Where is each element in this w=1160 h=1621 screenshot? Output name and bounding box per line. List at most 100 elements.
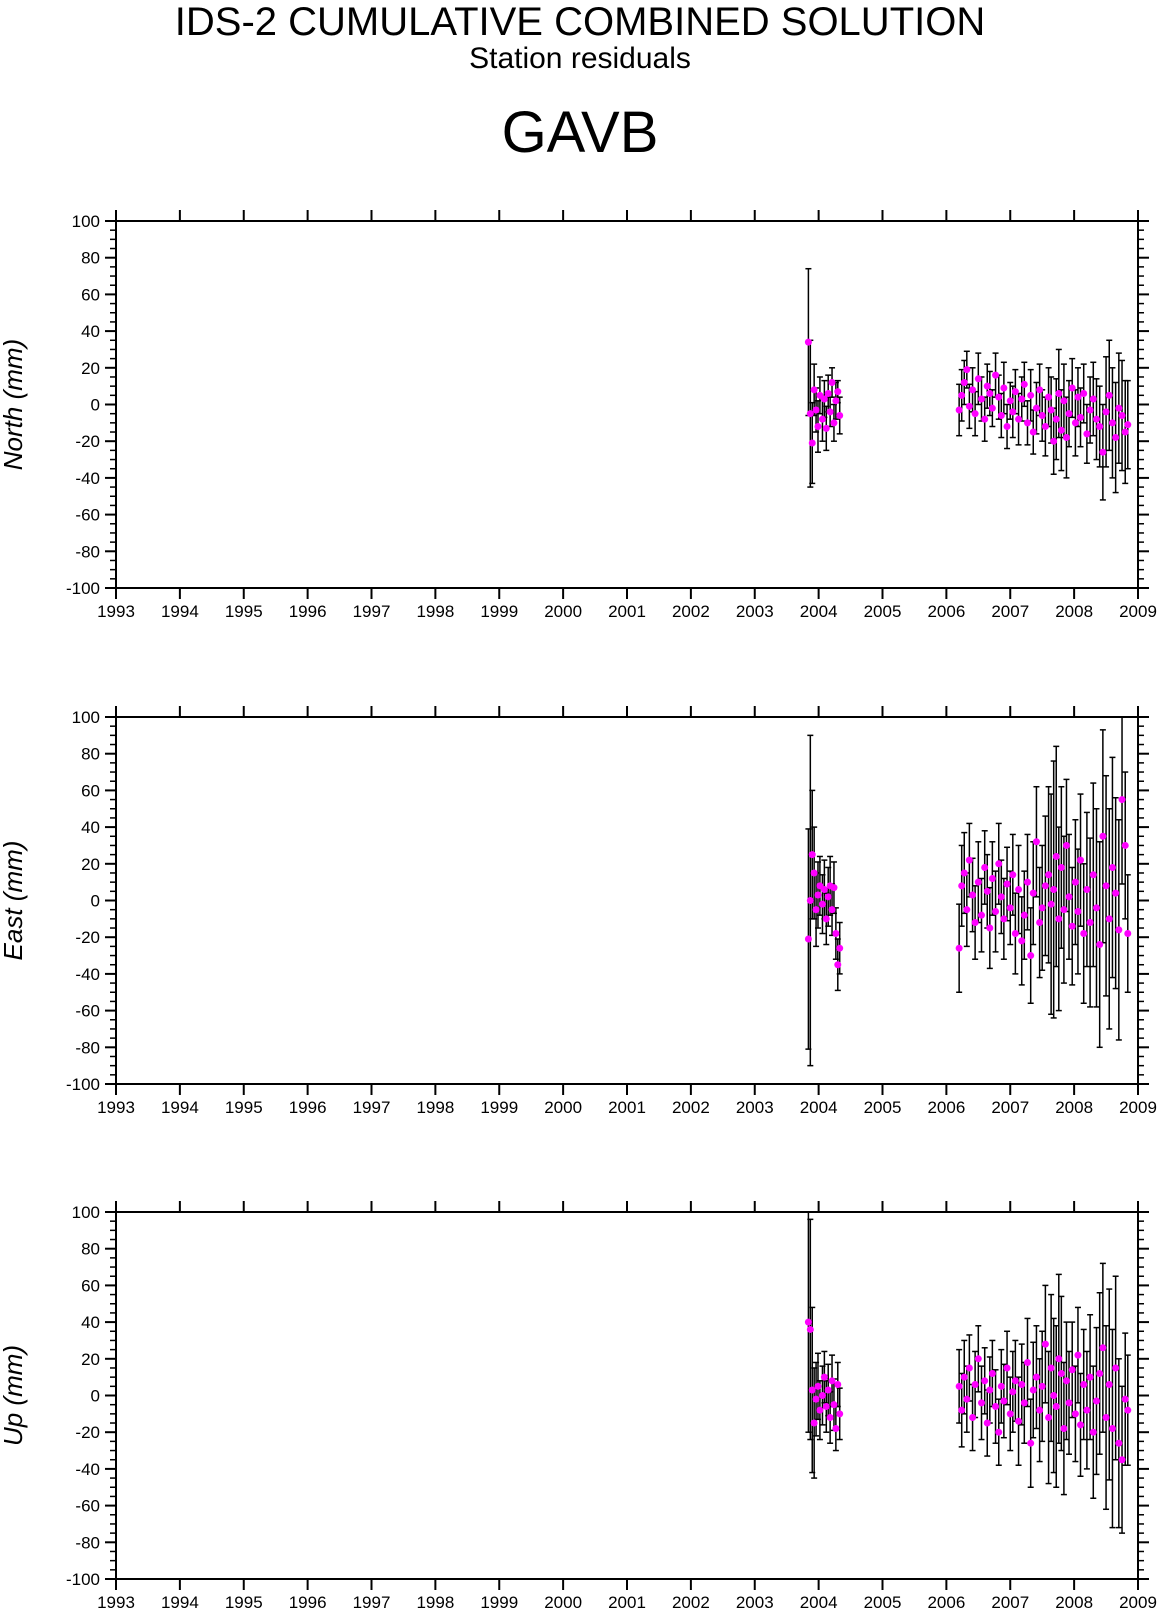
north-data-point: [981, 415, 989, 423]
north-x-tick-label: 1999: [480, 602, 518, 621]
north-data-point: [1041, 423, 1049, 431]
up-data-point: [1074, 1351, 1082, 1359]
north-y-tick-label: 0: [91, 396, 100, 415]
east-data-point: [832, 930, 840, 938]
up-data-point: [1102, 1414, 1110, 1422]
north-data-point: [1108, 419, 1116, 427]
north-data-point: [806, 410, 814, 418]
north-y-tick-label: -20: [75, 432, 100, 451]
north-x-tick-label: 2003: [736, 602, 774, 621]
chart-subtitle: Station residuals: [469, 42, 691, 75]
north-data-point: [978, 395, 986, 403]
up-data-point: [1041, 1340, 1049, 1348]
up-data-point: [814, 1382, 822, 1390]
north-y-tick-label: 80: [81, 249, 100, 268]
east-data-point: [834, 961, 842, 969]
up-data-point: [1105, 1380, 1113, 1388]
up-data-point: [1003, 1364, 1011, 1372]
east-data-point: [983, 887, 991, 895]
east-data-point: [828, 906, 836, 914]
north-data-point: [832, 397, 840, 405]
up-data-point: [820, 1373, 828, 1381]
up-data-point: [1029, 1386, 1037, 1394]
north-x-tick-label: 2001: [608, 602, 646, 621]
east-data-point: [1036, 919, 1044, 927]
up-data-point: [1062, 1377, 1070, 1385]
up-data-point: [1065, 1399, 1073, 1407]
east-x-tick-label: 2001: [608, 1098, 646, 1117]
east-data-point: [810, 869, 818, 877]
up-data-point: [1057, 1369, 1065, 1377]
chart-title: IDS-2 CUMULATIVE COMBINED SOLUTION: [174, 0, 986, 44]
north-data-point: [963, 366, 971, 374]
east-data-point: [1011, 930, 1019, 938]
up-data-point: [1077, 1421, 1085, 1429]
east-data-point: [971, 919, 979, 927]
north-data-point: [1089, 395, 1097, 403]
east-data-point: [1092, 904, 1100, 912]
east-data-point: [958, 882, 966, 890]
east-data-point: [1055, 915, 1063, 923]
east-data-point: [1083, 885, 1091, 893]
east-y-tick-label: -80: [75, 1038, 100, 1057]
east-data-point: [1000, 915, 1008, 923]
east-data-point: [1029, 889, 1037, 897]
north-data-point: [1086, 406, 1094, 414]
up-data-point: [983, 1419, 991, 1427]
north-data-point: [810, 386, 818, 394]
up-y-tick-label: -40: [75, 1460, 100, 1479]
up-data-point: [981, 1377, 989, 1385]
east-data-point: [1080, 930, 1088, 938]
east-y-tick-label: 80: [81, 745, 100, 764]
east-data-point: [978, 911, 986, 919]
north-data-point: [995, 393, 1003, 401]
north-data-point: [1071, 419, 1079, 427]
north-data-point: [1047, 406, 1055, 414]
north-data-point: [814, 423, 822, 431]
north-x-tick-label: 1993: [97, 602, 135, 621]
up-data-point: [1055, 1355, 1063, 1363]
up-data-point: [812, 1395, 820, 1403]
east-data-point: [1045, 871, 1053, 879]
east-data-point: [1020, 911, 1028, 919]
up-data-point: [1006, 1410, 1014, 1418]
up-data-point: [806, 1325, 814, 1333]
north-data-point: [986, 389, 994, 397]
up-data-point: [818, 1392, 826, 1399]
north-data-point: [1062, 434, 1070, 442]
north-data-point: [1099, 448, 1107, 456]
east-data-point: [995, 860, 1003, 868]
up-data-point: [834, 1380, 842, 1388]
east-data-point: [1041, 882, 1049, 890]
east-data-point: [830, 884, 838, 892]
up-data-point: [1086, 1373, 1094, 1381]
east-data-point: [1124, 930, 1132, 938]
east-data-point: [963, 906, 971, 914]
east-x-tick-label: 2004: [800, 1098, 838, 1117]
up-data-point: [1060, 1425, 1068, 1433]
up-data-point: [963, 1395, 971, 1403]
north-data-point: [1068, 384, 1076, 392]
north-data-point: [992, 371, 1000, 379]
north-data-point: [974, 375, 982, 383]
north-data-point: [1077, 413, 1085, 421]
up-y-axis-label: Up (mm): [0, 1345, 28, 1446]
east-data-point: [806, 897, 814, 904]
east-x-tick-label: 1995: [225, 1098, 263, 1117]
east-data-point: [1115, 926, 1123, 934]
east-y-tick-label: 0: [91, 892, 100, 911]
east-x-tick-label: 1997: [353, 1098, 391, 1117]
up-data-point: [1023, 1358, 1031, 1366]
north-data-point: [822, 424, 830, 432]
up-y-tick-label: -80: [75, 1533, 100, 1552]
east-x-tick-label: 2003: [736, 1098, 774, 1117]
up-data-point: [824, 1386, 832, 1394]
north-y-tick-label: -40: [75, 469, 100, 488]
east-data-point: [1047, 900, 1055, 908]
north-data-point: [836, 412, 844, 420]
east-data-point: [1089, 871, 1097, 879]
up-data-point: [1112, 1364, 1120, 1372]
north-data-point: [1000, 384, 1008, 392]
up-data-point: [828, 1377, 836, 1385]
up-data-point: [992, 1403, 1000, 1411]
